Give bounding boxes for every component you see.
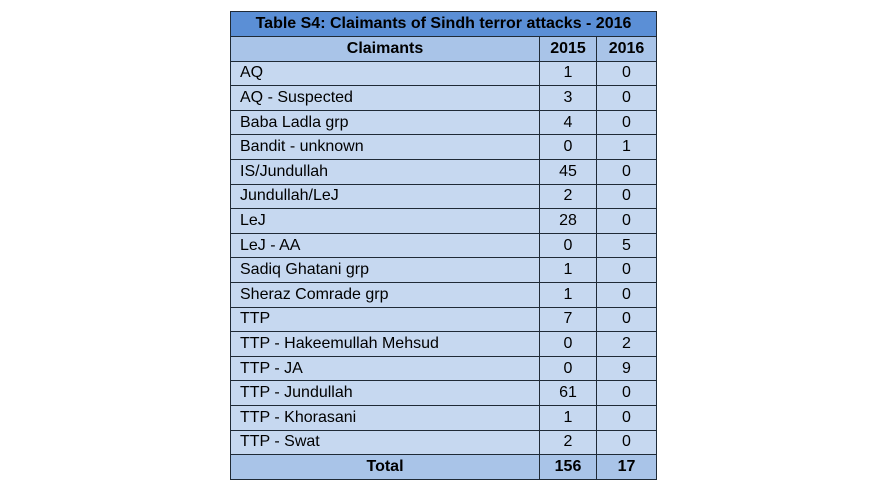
- value-2016-cell: 0: [596, 404, 657, 431]
- value-2015-cell: 28: [539, 208, 597, 234]
- value-2016-cell: 0: [596, 306, 657, 333]
- value-2016-cell: 0: [596, 380, 657, 406]
- table-row: IS/Jundullah 45 0: [230, 158, 657, 185]
- table-row: Jundullah/LeJ 2 0: [230, 183, 657, 210]
- total-2016: 17: [596, 454, 657, 480]
- value-2016-cell: 0: [596, 158, 657, 185]
- value-2015-cell: 2: [539, 429, 597, 456]
- table-row: Sheraz Comrade grp 1 0: [230, 281, 657, 308]
- table-row: Bandit - unknown 0 1: [230, 134, 657, 160]
- table-title: Table S4: Claimants of Sindh terror atta…: [230, 11, 657, 37]
- claimant-cell: Sheraz Comrade grp: [230, 281, 540, 308]
- value-2016-cell: 5: [596, 232, 657, 259]
- table-row: LeJ - AA 0 5: [230, 232, 657, 259]
- value-2016-cell: 0: [596, 85, 657, 111]
- table-header-row: Claimants 2015 2016: [230, 36, 657, 62]
- claimant-cell: TTP - Hakeemullah Mehsud: [230, 331, 540, 357]
- value-2016-cell: 0: [596, 257, 657, 283]
- value-2015-cell: 1: [539, 257, 597, 283]
- table-total-row: Total 156 17: [230, 454, 657, 480]
- claimant-cell: LeJ - AA: [230, 232, 540, 259]
- table-row: Baba Ladla grp 4 0: [230, 109, 657, 136]
- table-row: Sadiq Ghatani grp 1 0: [230, 257, 657, 283]
- claimant-cell: IS/Jundullah: [230, 158, 540, 185]
- table-row: LeJ 28 0: [230, 208, 657, 234]
- header-claimants: Claimants: [230, 36, 540, 62]
- value-2015-cell: 1: [539, 281, 597, 308]
- claimant-cell: AQ: [230, 60, 540, 87]
- total-2015: 156: [539, 454, 597, 480]
- value-2016-cell: 0: [596, 183, 657, 210]
- table-row: TTP - Jundullah 61 0: [230, 380, 657, 406]
- claimant-cell: AQ - Suspected: [230, 85, 540, 111]
- value-2016-cell: 1: [596, 134, 657, 160]
- value-2016-cell: 9: [596, 355, 657, 382]
- table-row: TTP - Hakeemullah Mehsud 0 2: [230, 331, 657, 357]
- value-2016-cell: 0: [596, 281, 657, 308]
- claimant-cell: TTP - Jundullah: [230, 380, 540, 406]
- value-2015-cell: 1: [539, 60, 597, 87]
- table-row: AQ - Suspected 3 0: [230, 85, 657, 111]
- claimant-cell: Jundullah/LeJ: [230, 183, 540, 210]
- claimant-cell: TTP - Khorasani: [230, 404, 540, 431]
- table-row: TTP 7 0: [230, 306, 657, 333]
- claimant-cell: TTP - JA: [230, 355, 540, 382]
- claimant-cell: Baba Ladla grp: [230, 109, 540, 136]
- total-label: Total: [230, 454, 540, 480]
- value-2015-cell: 2: [539, 183, 597, 210]
- claimant-cell: TTP - Swat: [230, 429, 540, 456]
- value-2016-cell: 0: [596, 208, 657, 234]
- claimants-table: Table S4: Claimants of Sindh terror atta…: [230, 11, 657, 480]
- value-2016-cell: 0: [596, 60, 657, 87]
- value-2015-cell: 0: [539, 331, 597, 357]
- table-title-row: Table S4: Claimants of Sindh terror atta…: [230, 11, 657, 37]
- value-2015-cell: 0: [539, 355, 597, 382]
- claimant-cell: Sadiq Ghatani grp: [230, 257, 540, 283]
- table-row: TTP - JA 0 9: [230, 355, 657, 382]
- value-2015-cell: 7: [539, 306, 597, 333]
- value-2016-cell: 2: [596, 331, 657, 357]
- claimant-cell: LeJ: [230, 208, 540, 234]
- header-2015: 2015: [539, 36, 597, 62]
- value-2015-cell: 45: [539, 158, 597, 185]
- value-2016-cell: 0: [596, 109, 657, 136]
- value-2015-cell: 3: [539, 85, 597, 111]
- table-row: TTP - Swat 2 0: [230, 429, 657, 456]
- value-2015-cell: 0: [539, 134, 597, 160]
- claimant-cell: TTP: [230, 306, 540, 333]
- table-row: TTP - Khorasani 1 0: [230, 404, 657, 431]
- value-2015-cell: 4: [539, 109, 597, 136]
- table-row: AQ 1 0: [230, 60, 657, 87]
- value-2015-cell: 1: [539, 404, 597, 431]
- value-2016-cell: 0: [596, 429, 657, 456]
- claimants-table-container: Table S4: Claimants of Sindh terror atta…: [230, 11, 657, 480]
- header-2016: 2016: [596, 36, 657, 62]
- value-2015-cell: 61: [539, 380, 597, 406]
- claimant-cell: Bandit - unknown: [230, 134, 540, 160]
- value-2015-cell: 0: [539, 232, 597, 259]
